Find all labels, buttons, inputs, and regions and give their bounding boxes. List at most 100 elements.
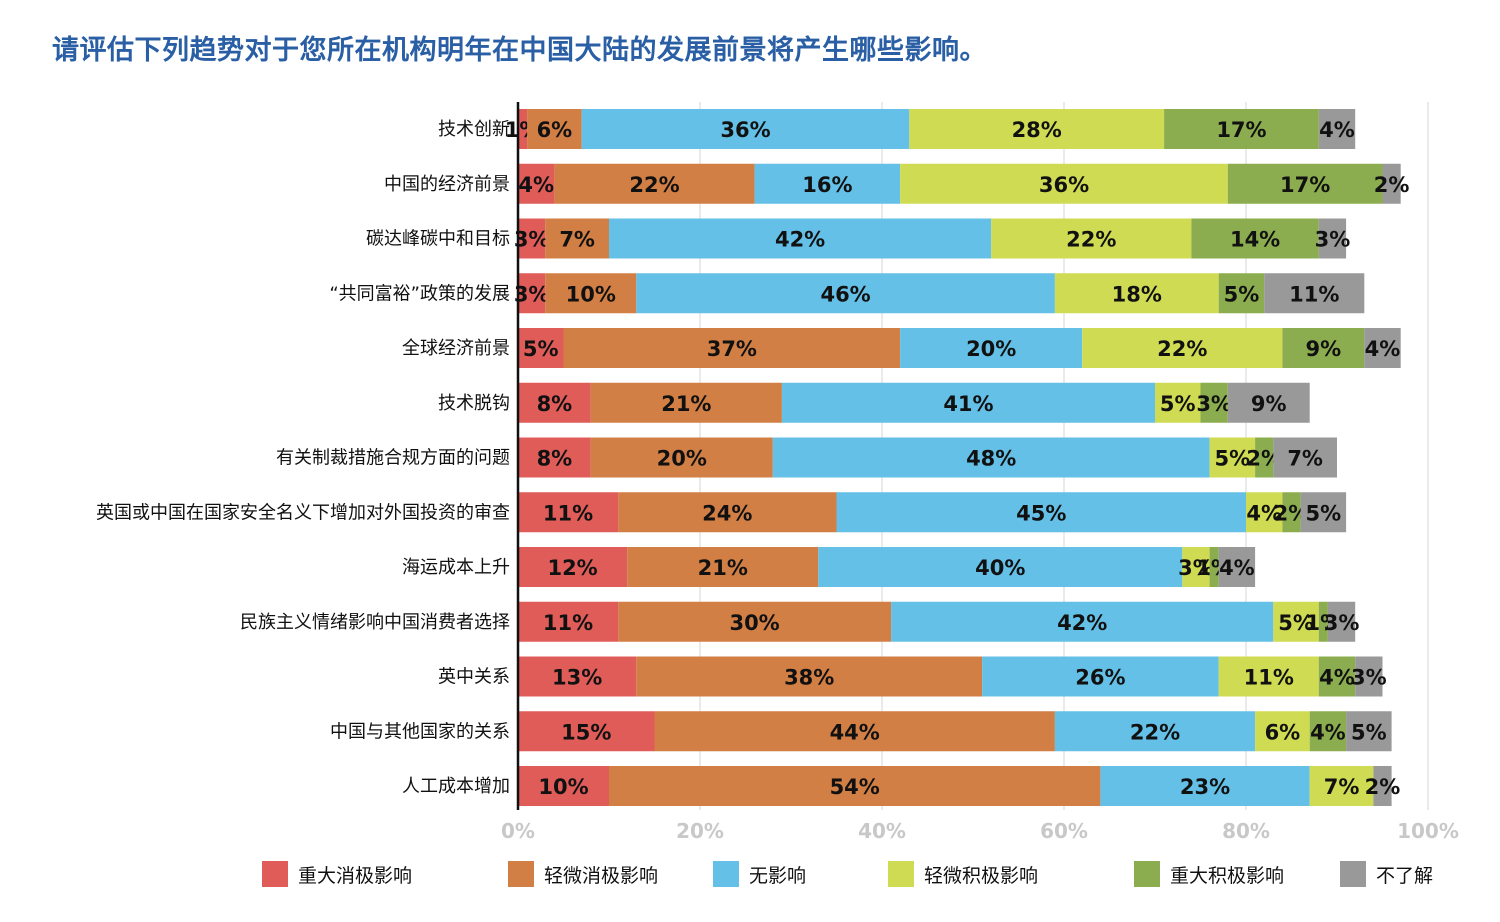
bar-segment: [1318, 218, 1347, 259]
data-label: 5%: [523, 337, 559, 361]
bar-segment: [636, 273, 1055, 314]
data-label: 14%: [1230, 228, 1280, 252]
data-label: 5%: [1224, 282, 1260, 306]
legend-swatch: [713, 861, 739, 887]
legend-label: 轻微积极影响: [924, 865, 1038, 887]
data-label: 22%: [1157, 337, 1207, 361]
bar-segment: [654, 711, 1055, 752]
category-label: 海运成本上升: [402, 557, 510, 578]
data-label: 4%: [1310, 720, 1346, 744]
bar-segment: [1364, 328, 1401, 368]
data-label: 38%: [784, 666, 834, 690]
bar-segment: [900, 163, 1228, 204]
data-label: 3%: [1351, 666, 1387, 690]
legend-swatch: [888, 861, 914, 887]
data-label: 17%: [1280, 173, 1330, 197]
category-label: 有关制裁措施合规方面的问题: [276, 448, 510, 469]
category-label: 中国的经济前景: [384, 174, 510, 195]
bar-segment: [1309, 766, 1374, 806]
data-label: 10%: [538, 775, 588, 799]
bar-segment: [754, 163, 901, 204]
data-label: 3%: [1324, 611, 1360, 635]
bar-segment: [1246, 492, 1283, 533]
bar-segment: [518, 109, 528, 149]
data-label: 16%: [802, 173, 852, 197]
bar-segment: [1082, 328, 1283, 368]
data-label: 4%: [1219, 556, 1255, 580]
bar-segment: [1191, 218, 1319, 259]
data-label: 42%: [1057, 611, 1107, 635]
chart-title: 请评估下列趋势对于您所在机构明年在中国大陆的发展前景将产生哪些影响。: [52, 35, 987, 66]
bar-segment: [554, 163, 755, 204]
data-label: 44%: [830, 720, 880, 744]
bar-segment: [1282, 492, 1301, 533]
data-label: 26%: [1075, 666, 1125, 690]
bar-segment: [1227, 163, 1383, 204]
bar-segment: [518, 656, 637, 697]
bar-segment: [1382, 163, 1401, 204]
bar-segment: [772, 437, 1210, 478]
bar-segment: [527, 109, 582, 149]
data-label: 2%: [1365, 775, 1401, 799]
data-label: 15%: [561, 720, 611, 744]
data-label: 4%: [1365, 337, 1401, 361]
data-label: 20%: [657, 447, 707, 471]
x-tick-label: 0%: [501, 819, 535, 843]
x-tick-label: 60%: [1040, 819, 1088, 843]
bar-segment: [518, 437, 591, 478]
data-label: 11%: [543, 611, 593, 635]
category-label: 技术脱钩: [438, 393, 510, 414]
bar-segment: [1100, 766, 1310, 806]
bar-segment: [518, 766, 609, 806]
data-label: 9%: [1251, 392, 1287, 416]
bar-segment: [1355, 656, 1383, 697]
x-tick-label: 100%: [1397, 819, 1459, 843]
legend-label: 重大消极影响: [298, 865, 412, 887]
category-label: 英国或中国在国家安全名义下增加对外国投资的审查: [96, 502, 510, 523]
category-label: 中国与其他国家的关系: [330, 721, 510, 742]
data-label: 21%: [661, 392, 711, 416]
category-label: “共同富裕”政策的发展: [329, 283, 510, 304]
x-tick-label: 80%: [1222, 819, 1270, 843]
data-label: 23%: [1180, 775, 1230, 799]
data-label: 3%: [514, 228, 550, 252]
bar-segment: [581, 109, 910, 149]
bar-segment: [1155, 382, 1201, 423]
category-label: 碳达峰碳中和目标: [366, 229, 510, 250]
data-label: 54%: [830, 775, 880, 799]
bar-segment: [1327, 601, 1356, 642]
legend-label: 不了解: [1376, 865, 1433, 887]
bar-segment: [618, 492, 837, 533]
bar-segment: [1209, 547, 1219, 587]
bar-segment: [1255, 711, 1310, 752]
data-label: 3%: [1178, 556, 1214, 580]
x-tick-label: 20%: [676, 819, 724, 843]
bar-segment: [518, 273, 546, 314]
legend-swatch: [262, 861, 288, 887]
bar-segment: [1164, 109, 1319, 149]
data-label: 4%: [1319, 118, 1355, 142]
data-label: 41%: [943, 392, 993, 416]
bar-segment: [1054, 273, 1219, 314]
bar-segment: [891, 601, 1274, 642]
bar-segment: [1282, 328, 1365, 368]
data-label: 10%: [566, 282, 616, 306]
data-label: 8%: [537, 447, 573, 471]
bar-segment: [1264, 273, 1365, 314]
data-label: 11%: [543, 501, 593, 525]
data-label: 5%: [1215, 447, 1251, 471]
bar-segment: [1227, 382, 1310, 423]
data-label: 12%: [547, 556, 597, 580]
data-label: 9%: [1306, 337, 1342, 361]
legend-label: 重大积极影响: [1170, 865, 1284, 887]
data-label: 21%: [698, 556, 748, 580]
x-tick-label: 40%: [858, 819, 906, 843]
data-label: 7%: [1324, 775, 1360, 799]
bar-segment: [609, 766, 1101, 806]
data-label: 3%: [1196, 392, 1232, 416]
data-label: 7%: [1287, 447, 1323, 471]
bar-segment: [518, 328, 564, 368]
data-label: 13%: [552, 666, 602, 690]
data-label: 5%: [1160, 392, 1196, 416]
bar-segment: [1273, 601, 1319, 642]
